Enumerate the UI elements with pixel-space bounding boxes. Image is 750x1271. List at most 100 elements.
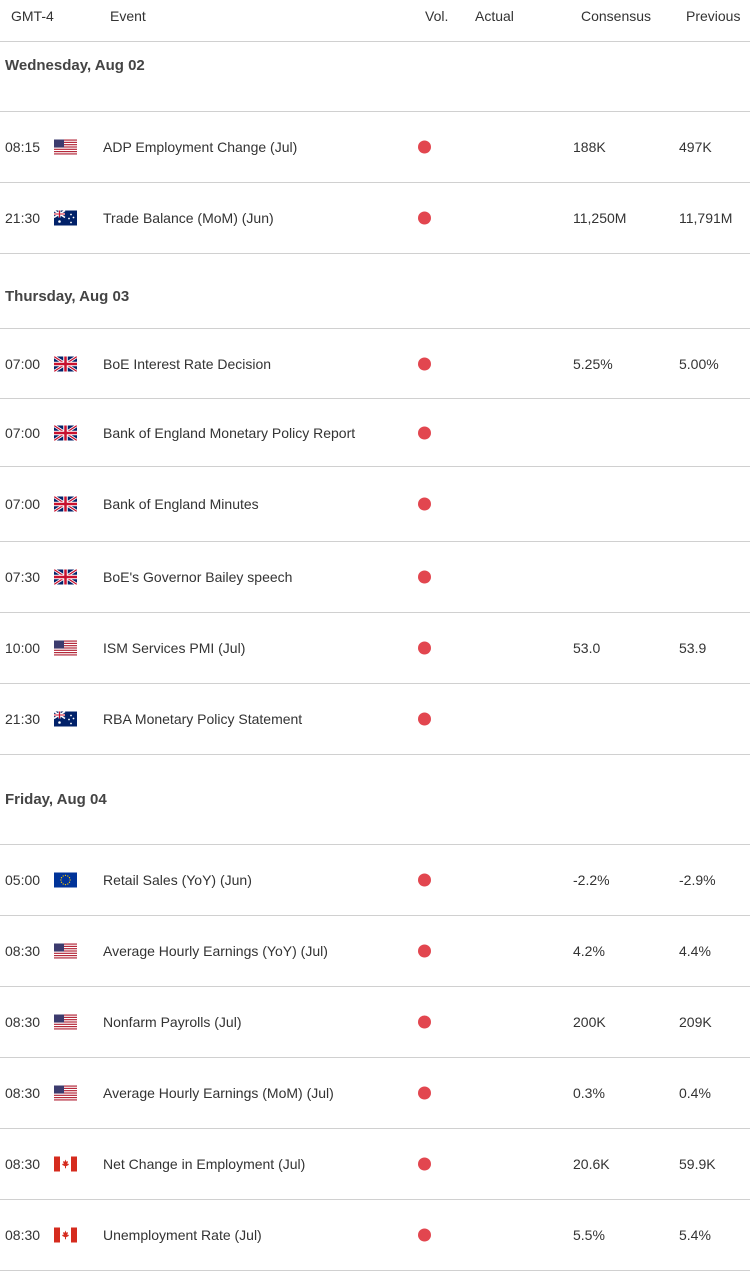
- table-row[interactable]: 08:30 Average Hourly Earnings (YoY) (Jul)…: [0, 916, 750, 987]
- event-name: Average Hourly Earnings (MoM) (Jul): [103, 1085, 334, 1101]
- event-name: RBA Monetary Policy Statement: [103, 711, 303, 727]
- day-label: Friday, Aug 04: [5, 791, 107, 808]
- event-time: 05:00: [5, 872, 41, 888]
- event-name: Retail Sales (YoY) (Jun): [103, 872, 252, 888]
- us-flag-icon: [54, 943, 77, 959]
- event-name: BoE Interest Rate Decision: [103, 355, 272, 372]
- consensus-value: 4.2%: [573, 943, 605, 959]
- table-row[interactable]: 07:00 Bank of England Monetary Policy Rep…: [0, 399, 750, 467]
- volatility-dot-icon: [418, 1228, 431, 1242]
- volatility-dot-icon: [418, 1086, 431, 1100]
- volatility-dot-icon: [418, 570, 431, 584]
- event-time: 08:30: [5, 1014, 41, 1030]
- table-row[interactable]: 08:30 Nonfarm Payrolls (Jul) 200K 209K: [0, 987, 750, 1058]
- actual-header: Actual: [475, 8, 514, 24]
- table-row[interactable]: 10:00 ISM Services PMI (Jul) 53.0 53.9: [0, 613, 750, 684]
- day-header: Wednesday, Aug 02: [0, 42, 750, 112]
- uk-flag-icon: [54, 356, 77, 371]
- previous-value: 5.4%: [679, 1227, 711, 1243]
- previous-value: 59.9K: [679, 1156, 716, 1172]
- event-name: Bank of England Monetary Policy Report: [103, 424, 356, 441]
- volatility-dot-icon: [418, 211, 431, 225]
- consensus-value: 53.0: [573, 640, 601, 656]
- event-time: 10:00: [5, 640, 41, 656]
- event-time: 07:00: [5, 424, 41, 441]
- table-row[interactable]: 07:30 BoE's Governor Bailey speech: [0, 542, 750, 613]
- event-name: Nonfarm Payrolls (Jul): [103, 1014, 242, 1030]
- event-name: ISM Services PMI (Jul): [103, 640, 246, 656]
- table-row[interactable]: 21:30 Trade Balance (MoM) (Jun) 11,250M 11,…: [0, 183, 750, 254]
- uk-flag-icon: [54, 425, 77, 440]
- consensus-value: 5.25%: [573, 355, 613, 372]
- volatility-dot-icon: [418, 873, 431, 887]
- us-flag-icon: [54, 1014, 77, 1030]
- table-row[interactable]: 08:15 ADP Employment Change (Jul) 188K 497K: [0, 112, 750, 183]
- consensus-value: 0.3%: [573, 1085, 605, 1101]
- event-header: Event: [110, 8, 146, 24]
- event-time: 21:30: [5, 210, 41, 226]
- previous-value: -2.9%: [679, 872, 716, 888]
- consensus-value: 5.5%: [573, 1227, 605, 1243]
- us-flag-icon: [54, 139, 77, 155]
- volatility-dot-icon: [418, 1015, 431, 1029]
- ca-flag-icon: [54, 1227, 77, 1243]
- consensus-value: -2.2%: [573, 872, 610, 888]
- us-flag-icon: [54, 640, 77, 656]
- ca-flag-icon: [54, 1156, 77, 1172]
- previous-value: 0.4%: [679, 1085, 711, 1101]
- event-name: Net Change in Employment (Jul): [103, 1156, 306, 1172]
- table-row[interactable]: 08:30 Net Change in Employment (Jul) 20.6K…: [0, 1129, 750, 1200]
- event-name: Trade Balance (MoM) (Jun): [103, 210, 274, 226]
- previous-value: 209K: [679, 1014, 712, 1030]
- previous-value: 11,791M: [679, 210, 733, 226]
- previous-value: 53.9: [679, 640, 707, 656]
- vol-header: Vol.: [425, 8, 449, 24]
- event-time: 21:30: [5, 711, 41, 727]
- event-time: 07:00: [5, 355, 41, 372]
- volatility-dot-icon: [418, 641, 431, 655]
- uk-flag-icon: [54, 496, 77, 512]
- event-name: Unemployment Rate (Jul): [103, 1227, 262, 1243]
- table-row[interactable]: 21:30 RBA Monetary Policy Statement: [0, 684, 750, 755]
- day-label: Wednesday, Aug 02: [5, 57, 145, 74]
- table-row[interactable]: 07:00 Bank of England Minutes: [0, 467, 750, 542]
- event-time: 08:30: [5, 943, 41, 959]
- consensus-value: 188K: [573, 139, 606, 155]
- uk-flag-icon: [54, 569, 77, 585]
- previous-value: 5.00%: [679, 355, 719, 372]
- us-flag-icon: [54, 1085, 77, 1101]
- event-time: 08:30: [5, 1227, 41, 1243]
- event-time: 07:00: [5, 496, 41, 512]
- volatility-dot-icon: [418, 712, 431, 726]
- day-label: Thursday, Aug 03: [5, 288, 130, 305]
- eu-flag-icon: [54, 872, 77, 888]
- previous-value: 497K: [679, 139, 712, 155]
- table-row[interactable]: 08:30 Average Hourly Earnings (MoM) (Jul)…: [0, 1058, 750, 1129]
- event-time: 08:30: [5, 1085, 41, 1101]
- event-name: Average Hourly Earnings (YoY) (Jul): [103, 943, 328, 959]
- au-flag-icon: [54, 711, 77, 727]
- event-time: 08:30: [5, 1156, 41, 1172]
- previous-header: Previous: [686, 8, 741, 24]
- day-header: Friday, Aug 04: [0, 755, 750, 845]
- table-row[interactable]: 08:30 Unemployment Rate (Jul) 5.5% 5.4%: [0, 1200, 750, 1271]
- event-name: Bank of England Minutes: [103, 496, 259, 512]
- event-name: BoE's Governor Bailey speech: [103, 569, 293, 585]
- day-header: Thursday, Aug 03: [0, 254, 750, 329]
- consensus-header: Consensus: [581, 8, 652, 24]
- event-time: 08:15: [5, 139, 41, 155]
- previous-value: 4.4%: [679, 943, 711, 959]
- volatility-dot-icon: [418, 426, 431, 439]
- volatility-dot-icon: [418, 357, 431, 370]
- event-time: 07:30: [5, 569, 41, 585]
- event-name: ADP Employment Change (Jul): [103, 139, 298, 155]
- table-row[interactable]: 07:00 BoE Interest Rate Decision 5.25% 5.00…: [0, 329, 750, 399]
- volatility-dot-icon: [418, 497, 431, 511]
- table-header: GMT-4 Event Vol. Actual Consensus Previo…: [0, 0, 750, 42]
- volatility-dot-icon: [418, 944, 431, 958]
- table-row[interactable]: 05:00 Retail Sales (YoY) (Jun) -2.2% -2.9%: [0, 845, 750, 916]
- volatility-dot-icon: [418, 140, 431, 154]
- au-flag-icon: [54, 210, 77, 226]
- consensus-value: 11,250M: [573, 210, 627, 226]
- timezone-header: GMT-4: [11, 8, 54, 24]
